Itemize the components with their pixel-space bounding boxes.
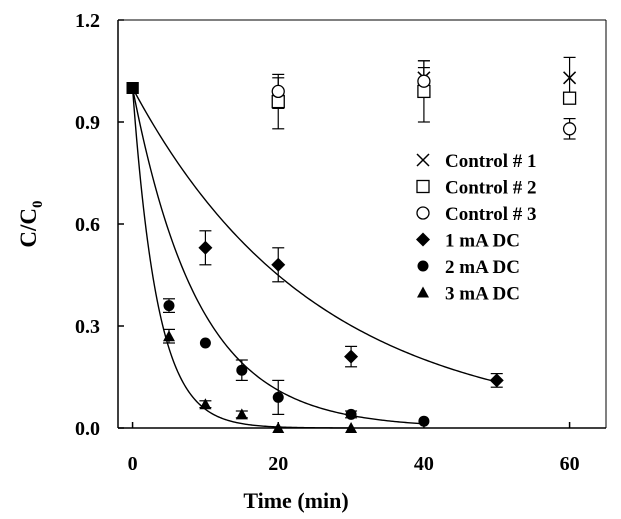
axes: 0.0 0.3 0.6 0.9 1.2 0 20 40 60 <box>75 10 607 475</box>
marker-shape <box>272 391 284 403</box>
fit-curves <box>131 87 497 429</box>
marker-shape <box>344 349 359 364</box>
marker-shape <box>271 257 286 272</box>
fit-curve-1-ma-dc <box>131 87 497 383</box>
marker-shape <box>416 206 430 220</box>
y-tick-label: 1.2 <box>75 10 100 32</box>
x-tick-label: 0 <box>128 453 138 475</box>
marker-shape <box>235 408 248 420</box>
data-point-2-ma-dc <box>199 337 211 349</box>
data-point-2-ma-dc <box>236 364 248 376</box>
legend: Control # 1 Control # 2 Control # 3 1 mA DC… <box>416 151 536 305</box>
legend-marker-3-ma-dc <box>417 286 429 298</box>
marker-stroke <box>416 153 430 167</box>
marker-shape <box>416 232 430 247</box>
data-point-3-ma-dc <box>235 408 248 420</box>
data-point-control-3 <box>271 84 285 99</box>
data-point-2-ma-dc <box>163 300 175 312</box>
marker-shape <box>126 82 139 94</box>
marker-shape <box>199 337 211 349</box>
x-tick-label: 60 <box>560 453 580 475</box>
data-point-control-3 <box>562 122 577 136</box>
y-axis-title-main: C/C <box>16 208 41 248</box>
data-point-3-ma-dc <box>126 82 139 94</box>
x-axis-title: Time (min) <box>243 488 348 513</box>
legend-label-1-ma-dc: 1 mA DC <box>445 231 520 252</box>
marker-shape <box>345 408 357 420</box>
marker-shape <box>271 84 285 99</box>
marker-shape <box>417 286 429 298</box>
marker-shape <box>162 330 175 342</box>
legend-label-3-ma-dc: 3 mA DC <box>445 284 520 305</box>
data-point-2-ma-dc <box>345 408 357 420</box>
data-point-3-ma-dc <box>162 330 175 342</box>
y-axis-title-subscript: 0 <box>30 200 46 208</box>
marker-shape <box>199 398 212 410</box>
y-tick-label: 0.0 <box>75 418 100 440</box>
legend-label-control-2: Control # 2 <box>445 178 536 199</box>
data-point-control-3 <box>417 74 431 88</box>
legend-label-2-ma-dc: 2 mA DC <box>445 257 520 278</box>
marker-shape <box>417 74 431 88</box>
legend-marker-control-1 <box>416 153 430 167</box>
marker-shape <box>418 415 430 427</box>
data-point-control-1 <box>563 71 577 85</box>
x-tick-label: 20 <box>268 453 288 475</box>
data-point-2-ma-dc <box>272 391 284 403</box>
legend-marker-1-ma-dc <box>416 232 430 247</box>
x-tick-label: 40 <box>414 453 434 475</box>
y-tick-label: 0.3 <box>75 316 100 338</box>
y-tick-label: 0.9 <box>75 112 100 134</box>
marker-shape <box>562 91 577 105</box>
legend-label-control-3: Control # 3 <box>445 204 536 225</box>
data-point-2-ma-dc <box>418 415 430 427</box>
data-point-1-ma-dc <box>489 373 504 388</box>
legend-marker-control-2 <box>416 179 430 194</box>
data-point-1-ma-dc <box>344 349 359 364</box>
marker-shape <box>236 364 248 376</box>
data-point-3-ma-dc <box>199 398 212 410</box>
markers <box>126 71 577 433</box>
y-tick-label: 0.6 <box>75 214 100 236</box>
data-point-1-ma-dc <box>271 257 286 272</box>
marker-shape <box>489 373 504 388</box>
marker-shape <box>562 122 577 136</box>
marker-shape <box>163 300 175 312</box>
marker-shape <box>417 260 429 272</box>
legend-marker-2-ma-dc <box>417 260 429 272</box>
y-axis-title: C/C0 <box>16 200 46 247</box>
legend-label-control-1: Control # 1 <box>445 151 536 172</box>
marker-shape <box>416 179 430 194</box>
data-point-1-ma-dc <box>198 240 213 255</box>
data-point-control-2 <box>562 91 577 105</box>
marker-shape <box>198 240 213 255</box>
legend-marker-control-3 <box>416 206 430 220</box>
marker-stroke <box>563 71 577 85</box>
